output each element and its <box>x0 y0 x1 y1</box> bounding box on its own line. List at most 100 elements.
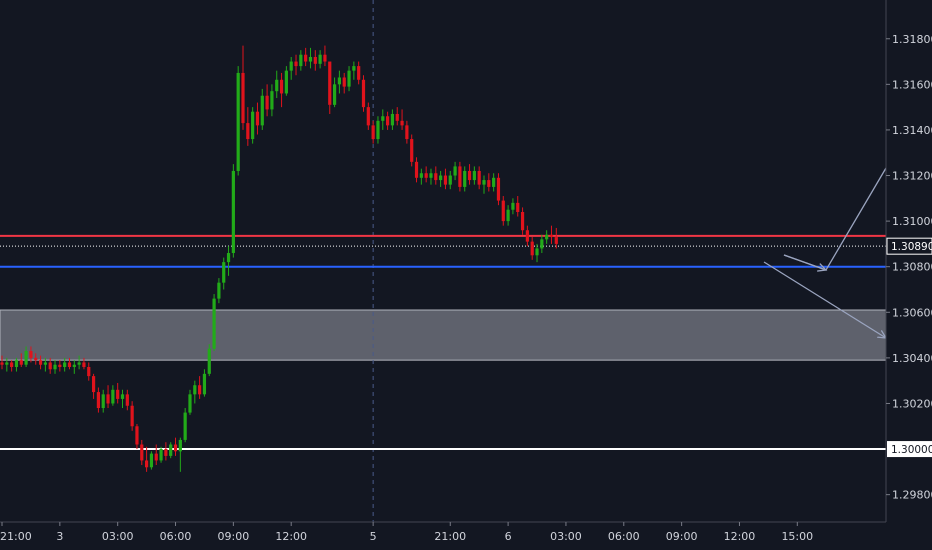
candle-body <box>342 77 346 87</box>
candle <box>361 75 366 112</box>
candle <box>376 116 380 144</box>
candle <box>506 205 510 226</box>
candle <box>549 225 554 244</box>
current-price-box <box>886 237 932 255</box>
candle-body <box>357 66 361 80</box>
candle-body <box>429 173 433 178</box>
candle-body <box>352 66 356 71</box>
y-tick-label: 1.31400 <box>892 124 932 137</box>
candle-body <box>135 426 139 445</box>
candle-body <box>361 79 366 108</box>
candle <box>82 357 86 370</box>
candle-body <box>501 200 505 222</box>
x-tick-label: 15:00 <box>781 530 813 543</box>
candle-body <box>395 113 399 121</box>
candle <box>352 61 356 80</box>
candle-body <box>270 91 274 110</box>
candle <box>183 408 187 443</box>
candle-body <box>458 166 462 187</box>
candle-body <box>231 170 235 254</box>
candle-body <box>164 449 168 456</box>
candle-body <box>419 173 423 178</box>
candle-body <box>492 177 496 187</box>
candle-body <box>332 84 337 105</box>
candle <box>386 111 390 130</box>
y-tick-label: 1.30600 <box>892 306 932 319</box>
candle <box>34 353 38 365</box>
candle <box>520 207 525 235</box>
candle <box>299 50 303 71</box>
candle-body <box>188 394 192 413</box>
candle-body <box>10 362 14 367</box>
candle <box>371 120 375 144</box>
x-tick-label: 21:00 <box>0 530 32 543</box>
candle-body <box>289 61 293 71</box>
candle-body <box>535 248 539 256</box>
candle <box>453 161 457 181</box>
candle <box>501 196 505 226</box>
candle <box>130 401 134 431</box>
candle <box>5 357 9 372</box>
candle <box>140 439 144 466</box>
candle <box>477 166 481 190</box>
candle-body <box>154 453 158 461</box>
candle <box>188 389 192 415</box>
candle <box>67 357 72 370</box>
candle-body <box>202 373 207 395</box>
candle <box>443 168 448 190</box>
y-tick-label: 1.31000 <box>892 215 932 228</box>
candle <box>463 166 467 192</box>
candle <box>554 227 558 249</box>
candle <box>419 168 423 185</box>
candle <box>496 173 501 206</box>
candle-body <box>439 175 443 181</box>
candle-body <box>82 362 86 367</box>
candle <box>265 84 269 117</box>
candle <box>149 451 154 470</box>
x-tick-label: 06:00 <box>608 530 640 543</box>
candle-body <box>554 237 558 244</box>
candle-body <box>386 116 390 126</box>
candle <box>332 77 337 108</box>
candle-body <box>87 366 91 377</box>
candle <box>260 88 264 130</box>
candle <box>53 360 57 374</box>
candle-body <box>448 175 452 185</box>
candle-body <box>58 364 62 367</box>
candle <box>24 346 28 367</box>
candle-body <box>308 56 313 62</box>
candle-body <box>506 209 510 222</box>
candle <box>212 294 216 352</box>
candle <box>217 278 221 304</box>
x-tick-label: 09:00 <box>666 530 698 543</box>
candle-body <box>318 54 322 64</box>
candle-body <box>116 389 120 399</box>
candle <box>275 70 279 99</box>
candle-body <box>101 394 105 409</box>
candle-body <box>77 362 81 365</box>
candle-body <box>125 394 129 406</box>
candle-body <box>400 120 404 126</box>
candle-body <box>530 241 534 256</box>
y-tick-label: 1.31600 <box>892 78 932 91</box>
candle-body <box>217 282 221 299</box>
candle <box>270 84 274 117</box>
projection-arrow-up[interactable] <box>783 167 887 271</box>
x-tick-label: 09:00 <box>218 530 250 543</box>
candle-body <box>34 357 38 361</box>
candle-body <box>5 362 9 365</box>
candle <box>540 234 544 254</box>
candle <box>347 66 351 92</box>
candle-body <box>487 180 491 187</box>
candle <box>472 166 476 185</box>
candle <box>366 102 370 130</box>
candle-body <box>43 362 47 365</box>
x-tick-label: 3 <box>56 530 63 543</box>
projection-arrow-down[interactable] <box>763 261 886 338</box>
candle-body <box>376 120 380 140</box>
x-tick-label: 03:00 <box>550 530 582 543</box>
candle <box>458 161 462 192</box>
projection-arrow-short[interactable] <box>783 254 826 270</box>
